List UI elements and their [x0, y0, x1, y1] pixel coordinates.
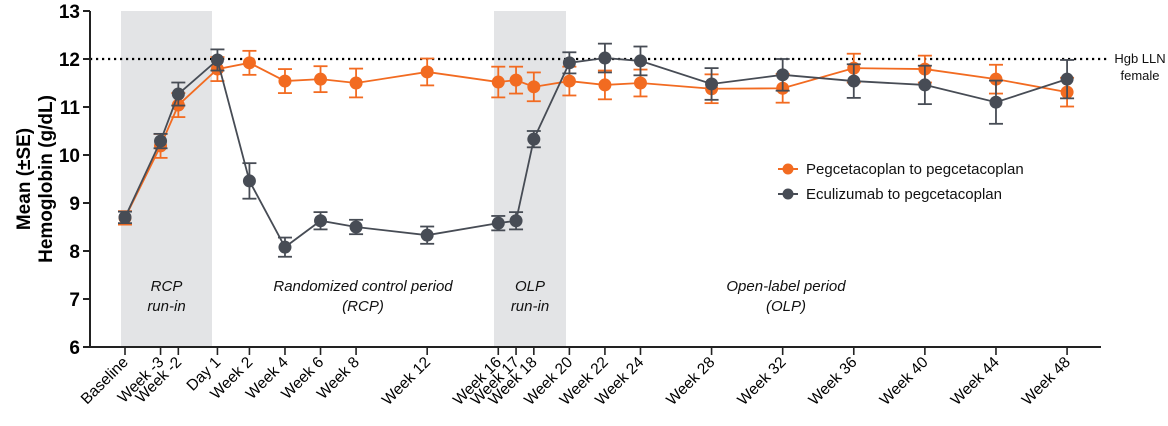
data-point	[705, 77, 719, 91]
data-point	[633, 76, 647, 90]
shaded-region-label: run-in	[511, 298, 549, 315]
data-point	[598, 78, 612, 92]
x-tick-label: Week 48	[1019, 354, 1074, 409]
y-tick-label: 13	[59, 2, 80, 23]
reference-line-label: female	[1120, 68, 1159, 83]
shaded-region	[121, 11, 212, 347]
shaded-region-label: RCP	[151, 278, 183, 295]
y-axis-label-line2: Hemoglobin (g/dL)	[36, 95, 57, 263]
y-tick-label: 7	[69, 290, 80, 311]
period-annotation: Randomized control period	[273, 278, 453, 295]
x-tick-label: Week 36	[806, 354, 861, 409]
data-point	[509, 73, 523, 87]
data-point	[154, 134, 168, 148]
period-annotation: (OLP)	[766, 298, 806, 315]
data-point	[989, 72, 1003, 86]
data-point	[562, 74, 576, 88]
x-tick-label: Week 28	[663, 354, 718, 409]
data-point	[278, 240, 292, 254]
period-annotation: (RCP)	[342, 298, 384, 315]
y-tick-label: 10	[59, 146, 80, 167]
legend-marker	[782, 188, 794, 200]
data-point	[1060, 72, 1074, 86]
shaded-region-label: run-in	[147, 298, 185, 315]
data-point	[633, 54, 647, 68]
data-point	[989, 95, 1003, 109]
series-eculizumab	[118, 42, 1075, 258]
data-point	[420, 65, 434, 79]
data-point	[527, 80, 541, 94]
data-point	[210, 53, 224, 67]
data-point	[349, 220, 363, 234]
y-tick-label: 8	[69, 242, 80, 263]
x-tick-label: Week 32	[734, 354, 789, 409]
data-point	[314, 214, 328, 228]
legend-label: Pegcetacoplan to pegcetacoplan	[806, 161, 1024, 178]
data-point	[527, 132, 541, 146]
period-annotation: Open-label period	[726, 278, 846, 295]
y-tick-label: 12	[59, 50, 80, 71]
x-tick-label: Week 44	[948, 354, 1003, 409]
data-point	[314, 72, 328, 86]
y-tick-label: 11	[60, 98, 81, 119]
y-tick-label: 6	[69, 338, 80, 359]
data-point	[598, 51, 612, 65]
data-point	[562, 56, 576, 70]
data-point	[242, 56, 256, 70]
data-point	[118, 210, 132, 224]
x-tick-label: Week 12	[379, 354, 434, 409]
data-point	[918, 78, 932, 92]
data-point	[278, 74, 292, 88]
y-tick-label: 9	[69, 194, 80, 215]
data-point	[509, 214, 523, 228]
data-point	[776, 68, 790, 82]
shaded-region-label: OLP	[515, 278, 545, 295]
data-point	[420, 228, 434, 242]
data-point	[171, 87, 185, 101]
reference-line-label: Hgb LLN	[1114, 51, 1165, 66]
data-point	[349, 76, 363, 90]
shaded-region	[494, 11, 566, 347]
data-point	[491, 216, 505, 230]
legend-marker	[782, 163, 794, 175]
data-point	[847, 74, 861, 88]
data-point	[491, 75, 505, 89]
y-axis-label-line1: Mean (±SE)	[14, 128, 35, 230]
x-tick-label: Week 40	[877, 354, 932, 409]
data-point	[242, 174, 256, 188]
legend-label: Eculizumab to pegcetacoplan	[806, 186, 1002, 203]
